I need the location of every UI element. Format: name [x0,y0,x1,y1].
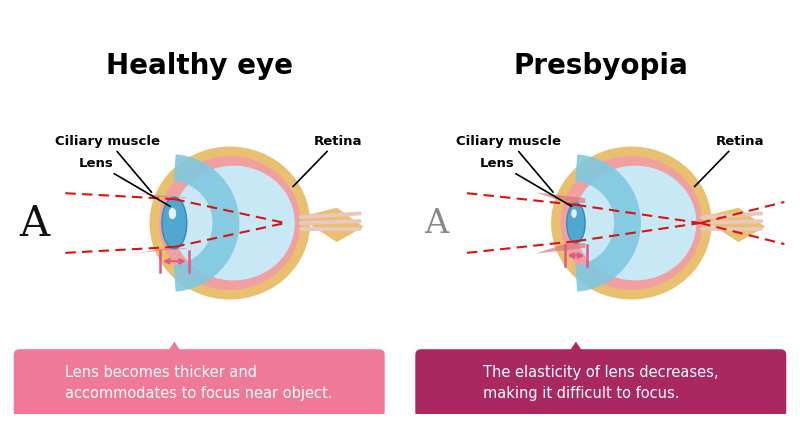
Text: A: A [424,207,449,240]
Ellipse shape [571,210,577,218]
Polygon shape [163,342,186,359]
FancyBboxPatch shape [415,349,786,418]
Polygon shape [565,342,587,359]
Ellipse shape [159,157,301,290]
Polygon shape [174,155,239,292]
Polygon shape [700,208,766,243]
Ellipse shape [551,147,712,300]
Ellipse shape [574,166,696,281]
Polygon shape [134,248,186,254]
Text: Lens becomes thicker and
accommodates to focus near object.: Lens becomes thicker and accommodates to… [66,364,333,400]
Polygon shape [298,208,364,243]
Ellipse shape [169,208,176,220]
Ellipse shape [566,204,585,243]
Polygon shape [134,193,186,199]
Ellipse shape [162,198,186,249]
Text: Retina: Retina [293,134,362,187]
Text: A: A [20,203,50,244]
Text: The elasticity of lens decreases,
making it difficult to focus.: The elasticity of lens decreases, making… [483,364,718,400]
Text: Retina: Retina [694,134,764,187]
Polygon shape [536,193,586,204]
FancyBboxPatch shape [14,349,385,418]
Text: Lens: Lens [480,157,572,207]
Ellipse shape [150,147,310,300]
Text: Healthy eye: Healthy eye [106,52,293,80]
Text: Ciliary muscle: Ciliary muscle [457,134,562,193]
Ellipse shape [173,166,295,281]
Text: Presbyopia: Presbyopia [514,52,688,80]
Polygon shape [575,155,641,292]
Ellipse shape [561,157,702,290]
Text: Lens: Lens [78,157,170,207]
Polygon shape [536,243,586,254]
Text: Ciliary muscle: Ciliary muscle [55,134,160,193]
